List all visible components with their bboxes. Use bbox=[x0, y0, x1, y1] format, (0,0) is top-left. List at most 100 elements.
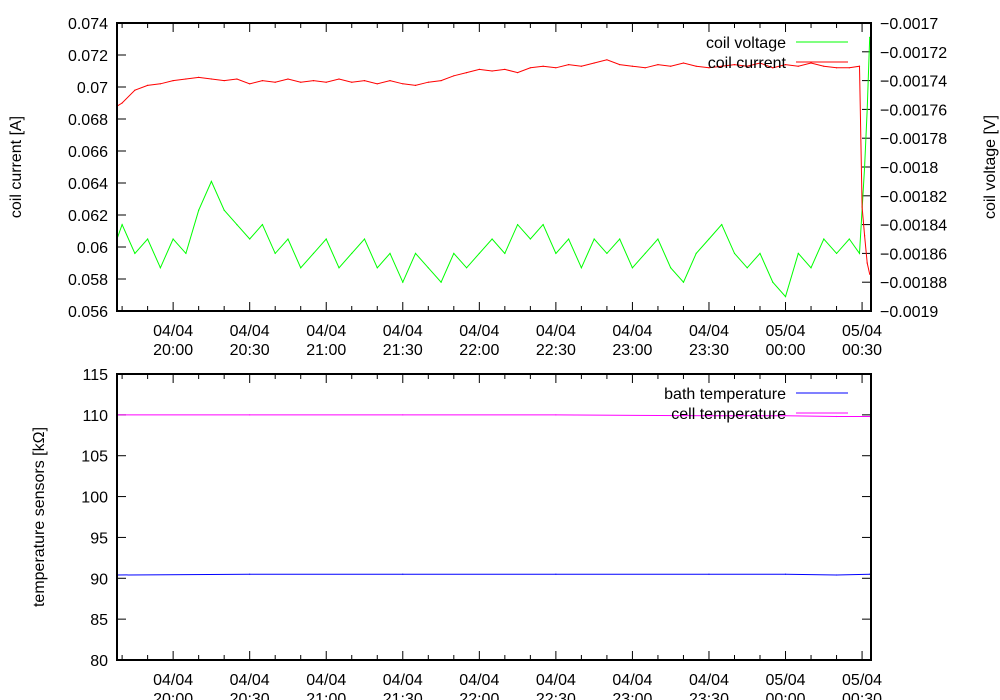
top-x-tick-label-date: 04/04 bbox=[536, 323, 576, 340]
data-point-bath-temperature bbox=[835, 574, 838, 576]
data-point-coil-voltage bbox=[542, 224, 544, 226]
data-point-coil-voltage bbox=[491, 238, 493, 240]
top-y2-tick-label: −0.0018 bbox=[880, 160, 938, 177]
top-x-tick-label-time: 20:30 bbox=[230, 342, 270, 359]
data-point-cell-temperature bbox=[402, 414, 404, 416]
data-point-coil-current bbox=[172, 80, 174, 82]
top-x-tick-label-date: 05/04 bbox=[765, 323, 805, 340]
bottom-x-tick-label-date: 04/04 bbox=[689, 672, 729, 689]
data-point-coil-voltage bbox=[695, 252, 697, 254]
data-point-coil-current bbox=[402, 83, 404, 85]
data-point-coil-current bbox=[733, 64, 736, 66]
top-x-tick-label-time: 22:30 bbox=[536, 342, 576, 359]
data-point-coil-current bbox=[823, 65, 825, 67]
series-line-coil-current bbox=[117, 59, 871, 275]
top-x-tick-label-time: 00:30 bbox=[842, 342, 882, 359]
data-point-coil-current bbox=[555, 67, 557, 69]
data-point-coil-current bbox=[657, 64, 659, 66]
data-point-coil-voltage bbox=[797, 252, 799, 254]
top-y-tick-label: 0.06 bbox=[77, 240, 108, 257]
data-point-coil-current bbox=[866, 262, 868, 264]
bottom-x-tick-label-time: 00:30 bbox=[842, 691, 882, 700]
bottom-x-tick-label-time: 23:30 bbox=[689, 691, 729, 700]
bottom-x-tick-label-date: 04/04 bbox=[459, 672, 499, 689]
top-y2-tick-label: −0.00184 bbox=[880, 218, 947, 235]
top-x-tick-label-date: 04/04 bbox=[689, 323, 729, 340]
data-point-coil-current bbox=[440, 80, 442, 82]
top-y2-tick-label: −0.0019 bbox=[880, 304, 938, 321]
bottom-y-tick-label: 105 bbox=[81, 449, 108, 466]
bottom-x-tick-label-time: 21:30 bbox=[383, 691, 423, 700]
data-point-coil-voltage bbox=[274, 252, 276, 254]
bottom-x-tick-label-date: 04/04 bbox=[383, 672, 423, 689]
data-point-coil-current bbox=[593, 62, 595, 64]
data-point-coil-voltage bbox=[338, 267, 340, 269]
top-x-tick-label-date: 04/04 bbox=[230, 323, 270, 340]
data-point-coil-voltage bbox=[568, 238, 570, 240]
bottom-x-tick-label-time: 00:00 bbox=[765, 691, 805, 700]
data-point-coil-current bbox=[147, 84, 149, 86]
data-point-coil-voltage bbox=[223, 209, 225, 211]
top-y-tick-label: 0.064 bbox=[68, 176, 108, 193]
top-y2-tick-label: −0.00188 bbox=[880, 275, 947, 292]
data-point-coil-current bbox=[134, 89, 136, 91]
top-x-tick-label-time: 00:00 bbox=[765, 342, 805, 359]
bottom-x-tick-label-date: 04/04 bbox=[612, 672, 652, 689]
data-point-coil-voltage bbox=[644, 252, 646, 254]
data-point-coil-current bbox=[491, 70, 493, 72]
data-point-coil-current bbox=[861, 206, 863, 208]
data-point-coil-current bbox=[606, 59, 608, 61]
data-point-coil-voltage bbox=[300, 267, 302, 269]
data-point-coil-voltage bbox=[721, 224, 723, 226]
data-point-coil-voltage bbox=[376, 267, 378, 269]
top-x-tick-label-time: 21:00 bbox=[306, 342, 346, 359]
data-point-coil-voltage bbox=[858, 252, 861, 254]
top-x-tick-label-time: 21:30 bbox=[383, 342, 423, 359]
data-point-coil-voltage bbox=[810, 267, 812, 269]
series-line-cell-temperature bbox=[117, 414, 870, 417]
data-point-coil-voltage bbox=[427, 267, 429, 269]
data-point-coil-current bbox=[210, 78, 213, 80]
data-point-coil-voltage bbox=[746, 267, 748, 269]
data-point-coil-current bbox=[529, 67, 531, 69]
data-point-coil-current bbox=[835, 67, 838, 69]
data-point-coil-current bbox=[864, 235, 866, 237]
data-point-coil-voltage bbox=[529, 238, 531, 240]
data-point-coil-voltage bbox=[580, 267, 582, 269]
data-point-coil-current bbox=[542, 65, 544, 67]
top-y-tick-label: 0.066 bbox=[68, 144, 108, 161]
legend-label-cell-temperature: cell temperature bbox=[671, 406, 786, 423]
bottom-x-tick-label-date: 04/04 bbox=[230, 672, 270, 689]
data-point-coil-current bbox=[427, 81, 429, 83]
data-point-coil-current bbox=[682, 62, 685, 64]
data-point-coil-current bbox=[708, 67, 710, 69]
data-point-coil-current bbox=[721, 65, 723, 67]
bottom-x-tick-label-date: 04/04 bbox=[536, 672, 576, 689]
data-point-coil-voltage bbox=[631, 267, 634, 269]
data-point-coil-voltage bbox=[389, 252, 391, 254]
top-x-tick-label-time: 22:00 bbox=[459, 342, 499, 359]
data-point-coil-current bbox=[746, 65, 748, 67]
data-point-coil-voltage bbox=[249, 238, 251, 240]
data-point-coil-voltage bbox=[555, 252, 557, 254]
data-point-coil-voltage bbox=[823, 238, 825, 240]
bottom-x-tick-label-time: 22:30 bbox=[536, 691, 576, 700]
top-y2-axis-label: coil voltage [V] bbox=[982, 115, 999, 219]
data-point-coil-current bbox=[759, 62, 761, 64]
data-point-coil-voltage bbox=[414, 252, 417, 254]
data-point-coil-voltage bbox=[121, 224, 123, 226]
data-point-coil-voltage bbox=[682, 281, 685, 283]
data-point-coil-voltage bbox=[134, 252, 136, 254]
data-point-bath-temperature bbox=[555, 573, 557, 575]
data-point-coil-current bbox=[338, 78, 340, 80]
data-point-coil-voltage bbox=[772, 281, 774, 283]
bottom-x-tick-label-date: 04/04 bbox=[153, 672, 193, 689]
data-point-coil-current bbox=[312, 80, 315, 82]
bottom-y-tick-label: 115 bbox=[82, 367, 108, 384]
top-y-tick-label: 0.074 bbox=[68, 16, 108, 33]
data-point-cell-temperature bbox=[708, 415, 710, 417]
data-point-cell-temperature bbox=[249, 414, 251, 416]
bottom-x-tick-label-time: 21:00 bbox=[306, 691, 346, 700]
data-point-coil-current bbox=[797, 65, 799, 67]
top-x-tick-label-date: 04/04 bbox=[612, 323, 652, 340]
